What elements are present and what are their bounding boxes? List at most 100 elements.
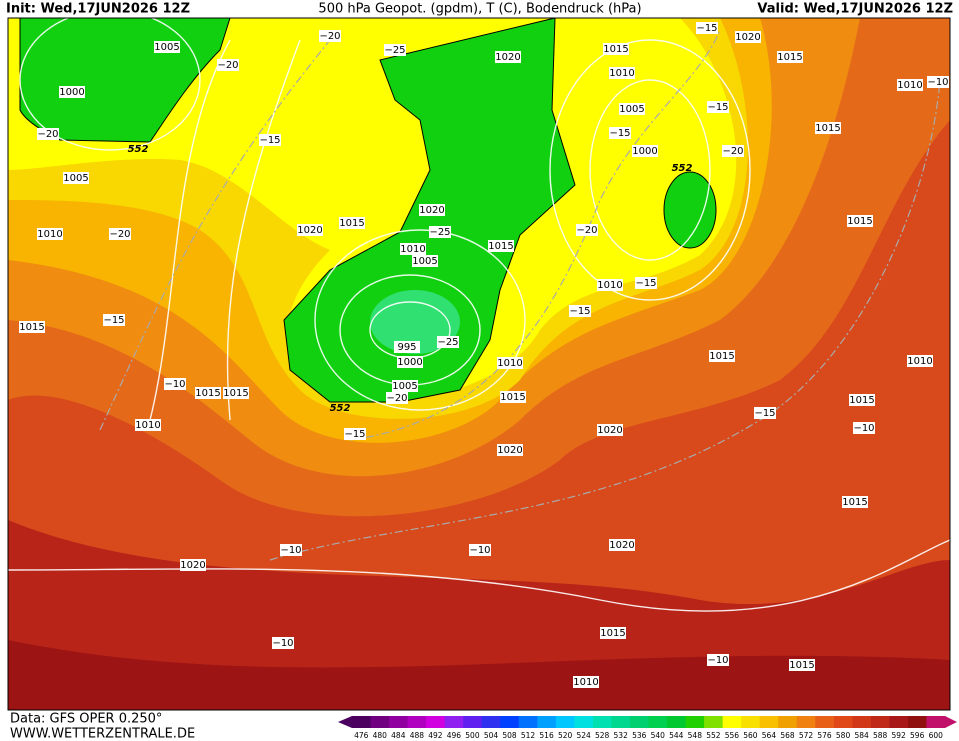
colorbar-swatch (722, 716, 742, 728)
pressure-label: 1015 (19, 322, 44, 333)
colorbar-label: 556 (725, 731, 740, 740)
colorbar-swatch (667, 716, 687, 728)
pressure-label-box (619, 103, 645, 115)
pressure-label: 1015 (847, 216, 872, 227)
colorbar-label: 476 (354, 731, 369, 740)
colorbar-swatch (611, 716, 631, 728)
colorbar-label: 536 (632, 731, 647, 740)
colorbar-label: 532 (614, 731, 629, 740)
pressure-label-box (154, 41, 180, 53)
temperature-label-box (437, 336, 459, 348)
colorbar-label: 524 (576, 731, 591, 740)
colorbar-label: 488 (410, 731, 425, 740)
temperature-label-box (37, 128, 59, 140)
colorbar-label: 576 (817, 731, 832, 740)
colorbar-label: 588 (873, 731, 888, 740)
colorbar-label: 500 (465, 731, 480, 740)
temperature-label: −20 (319, 31, 340, 42)
colorbar-label: 568 (780, 731, 795, 740)
pressure-label-box (609, 539, 635, 551)
pressure-label: 1015 (603, 44, 628, 55)
temperature-label: −10 (853, 423, 874, 434)
colorbar-label: 560 (743, 731, 758, 740)
pressure-label: 1010 (497, 358, 522, 369)
pressure-label-box (195, 387, 221, 399)
colorbar-label: 504 (484, 731, 499, 740)
pressure-label-box (297, 224, 323, 236)
colorbar-label: 600 (929, 731, 944, 740)
pressure-label-box (400, 243, 426, 255)
temperature-label-box (386, 392, 408, 404)
pressure-label: 1020 (609, 540, 634, 551)
colorbar-label: 516 (539, 731, 554, 740)
colorbar-arrow-left (338, 716, 352, 728)
pressure-label-box (339, 217, 365, 229)
map-title: 500 hPa Geopot. (gpdm), T (C), Bodendruc… (318, 2, 641, 17)
pressure-label-box (597, 279, 623, 291)
pressure-label: 995 (397, 342, 416, 353)
colorbar-swatch (500, 716, 520, 728)
pressure-label: 1015 (600, 628, 625, 639)
pressure-label-box (777, 51, 803, 63)
temperature-label: −10 (707, 655, 728, 666)
temperature-label: −20 (109, 229, 130, 240)
pressure-label: 1005 (154, 42, 179, 53)
temperature-label: −10 (280, 545, 301, 556)
temperature-label: −20 (217, 60, 238, 71)
colorbar-swatch (648, 716, 668, 728)
temperature-label-box (576, 224, 598, 236)
pressure-label-box (397, 356, 423, 368)
colorbar-swatch (741, 716, 761, 728)
colorbar-label: 592 (892, 731, 907, 740)
colorbar-swatch (926, 716, 946, 728)
pressure-label: 1020 (495, 52, 520, 63)
pressure-label: 1010 (597, 280, 622, 291)
pressure-label-box (392, 380, 418, 392)
pressure-label: 1020 (497, 445, 522, 456)
temperature-label: −15 (696, 23, 717, 34)
pressure-label-box (897, 79, 923, 91)
colorbar-swatch (370, 716, 390, 728)
colorbar-label: 492 (428, 731, 443, 740)
temperature-label-box (217, 59, 239, 71)
colorbar-label: 540 (651, 731, 666, 740)
pressure-label: 1005 (619, 104, 644, 115)
colorbar-swatch (555, 716, 575, 728)
colorbar-swatch (537, 716, 557, 728)
pressure-label: 1010 (37, 229, 62, 240)
pressure-label: 1020 (180, 560, 205, 571)
pressure-label-box (500, 391, 526, 403)
pressure-label-box (789, 659, 815, 671)
colorbar-swatch (704, 716, 724, 728)
pressure-label: 1005 (392, 381, 417, 392)
temperature-label-box (853, 422, 875, 434)
pressure-label: 1010 (907, 356, 932, 367)
pressure-label-box (488, 240, 514, 252)
temperature-label: −15 (609, 128, 630, 139)
valid-time: Valid: Wed,17JUN2026 12Z (757, 2, 953, 17)
colorbar-swatch (481, 716, 501, 728)
colorbar-label: 512 (521, 731, 536, 740)
pressure-label-box (412, 255, 438, 267)
temperature-label: −15 (754, 408, 775, 419)
pressure-label-box (37, 228, 63, 240)
temperature-label-box (344, 428, 366, 440)
pressure-label-box (609, 67, 635, 79)
temperature-label: −15 (259, 135, 280, 146)
map-field (8, 18, 950, 710)
pressure-label-box (735, 31, 761, 43)
init-time: Init: Wed,17JUN2026 12Z (6, 2, 190, 17)
colorbar-label: 484 (391, 731, 406, 740)
data-source: Data: GFS OPER 0.250° (10, 712, 162, 727)
colorbar-swatch (833, 716, 853, 728)
temperature-label-box (469, 544, 491, 556)
pressure-label: 1020 (297, 225, 322, 236)
pressure-label-box (603, 43, 629, 55)
pressure-label-box (573, 676, 599, 688)
temperature-label: −10 (927, 77, 948, 88)
temperature-label: −15 (569, 306, 590, 317)
temperature-label: −15 (344, 429, 365, 440)
pressure-label: 1010 (135, 420, 160, 431)
